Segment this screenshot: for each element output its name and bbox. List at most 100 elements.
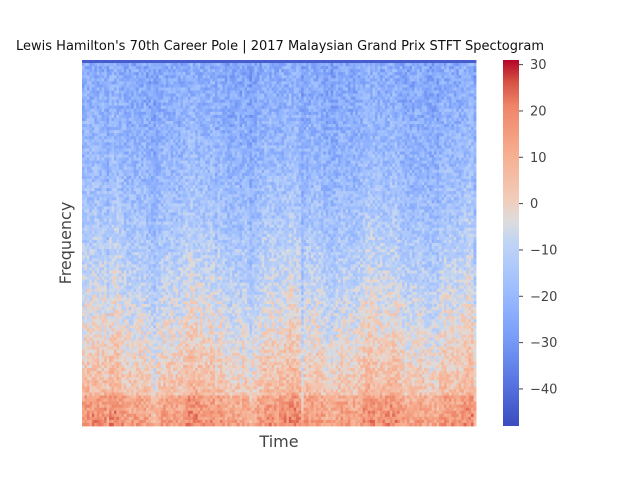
heatmap-cell: [163, 136, 167, 140]
heatmap-cell: [195, 87, 199, 91]
heatmap-cell: [335, 114, 339, 119]
heatmap-cell: [118, 111, 122, 116]
heatmap-cell: [153, 139, 157, 143]
heatmap-cell: [375, 148, 378, 152]
heatmap-cell: [448, 105, 452, 110]
heatmap-cell: [362, 151, 366, 155]
heatmap-cell: [192, 127, 196, 131]
heatmap-cell: [195, 124, 199, 128]
heatmap-cell: [143, 99, 147, 104]
heatmap-cell: [352, 145, 356, 149]
heatmap-cell: [160, 130, 164, 134]
heatmap-cell: [89, 117, 93, 122]
heatmap-cell: [138, 133, 142, 137]
heatmap-cell: [150, 78, 154, 82]
heatmap-cell: [214, 145, 218, 149]
heatmap-cell: [212, 75, 216, 79]
heatmap-cell: [352, 96, 356, 101]
heatmap-cell: [269, 151, 273, 155]
heatmap-cell: [389, 124, 393, 128]
heatmap-cell: [357, 114, 361, 119]
heatmap-cell: [362, 142, 366, 146]
heatmap-cell: [306, 96, 309, 101]
heatmap-cell: [249, 96, 253, 101]
heatmap-cell: [419, 145, 423, 149]
heatmap-cell: [379, 87, 383, 91]
heatmap-cell: [291, 63, 295, 67]
heatmap-cell: [128, 124, 132, 128]
heatmap-cell: [224, 87, 228, 91]
heatmap-cell: [333, 145, 337, 149]
heatmap-cell: [443, 75, 447, 79]
heatmap-cell: [237, 114, 240, 119]
heatmap-cell: [94, 133, 98, 137]
heatmap-cell: [86, 117, 90, 122]
heatmap-cell: [128, 90, 132, 94]
heatmap-cell: [143, 130, 147, 134]
heatmap-cell: [175, 108, 179, 113]
heatmap-cell: [343, 99, 346, 104]
heatmap-cell: [141, 127, 144, 131]
heatmap-cell: [448, 78, 452, 82]
heatmap-cell: [210, 66, 213, 70]
heatmap-cell: [251, 78, 255, 82]
heatmap-cell: [91, 130, 95, 134]
heatmap-cell: [350, 87, 354, 91]
heatmap-cell: [251, 105, 255, 110]
heatmap-cell: [136, 105, 140, 110]
heatmap-cell: [116, 96, 120, 101]
heatmap-cell: [392, 139, 396, 143]
heatmap-cell: [219, 114, 223, 119]
heatmap-cell: [163, 87, 167, 91]
heatmap-cell: [407, 69, 410, 73]
heatmap-cell: [165, 102, 169, 107]
heatmap-cell: [146, 78, 149, 82]
heatmap-cell: [168, 114, 172, 119]
heatmap-cell: [392, 151, 396, 155]
heatmap-cell: [345, 87, 349, 91]
heatmap-cell: [214, 84, 218, 88]
heatmap-cell: [426, 114, 430, 119]
heatmap-cell: [264, 90, 268, 94]
heatmap-cell: [360, 117, 364, 122]
heatmap-cell: [431, 148, 435, 152]
heatmap-cell: [419, 151, 423, 155]
heatmap-cell: [298, 108, 302, 113]
heatmap-cell: [205, 136, 208, 140]
heatmap-cell: [362, 99, 366, 104]
heatmap-cell: [214, 102, 218, 107]
heatmap-cell: [182, 117, 186, 122]
heatmap-cell: [111, 154, 115, 158]
heatmap-cell: [104, 142, 108, 146]
heatmap-cell: [254, 102, 258, 107]
heatmap-cell: [244, 66, 248, 70]
heatmap-cell: [402, 114, 405, 119]
heatmap-cell: [237, 130, 240, 134]
heatmap-cell: [111, 136, 115, 140]
heatmap-cell: [323, 63, 327, 67]
heatmap-cell: [377, 66, 381, 70]
heatmap-cell: [214, 75, 218, 79]
heatmap-cell: [232, 72, 236, 76]
heatmap-cell: [389, 63, 393, 67]
heatmap-cell: [239, 114, 243, 119]
heatmap-cell: [234, 142, 238, 146]
heatmap-cell: [212, 108, 216, 113]
heatmap-cell: [175, 72, 179, 76]
heatmap-cell: [146, 121, 149, 125]
heatmap-cell: [207, 90, 211, 94]
heatmap-cell: [175, 111, 179, 116]
heatmap-cell: [387, 99, 391, 104]
heatmap-cell: [439, 63, 442, 67]
heatmap-cell: [118, 93, 122, 97]
heatmap-cell: [128, 75, 132, 79]
heatmap-cell: [251, 136, 255, 140]
heatmap-cell: [434, 133, 437, 137]
heatmap-cell: [168, 78, 172, 82]
heatmap-cell: [205, 151, 208, 155]
heatmap-cell: [458, 108, 462, 113]
heatmap-cell: [436, 151, 440, 155]
heatmap-cell: [471, 142, 474, 146]
heatmap-cell: [382, 127, 386, 131]
heatmap-cell: [242, 127, 245, 131]
